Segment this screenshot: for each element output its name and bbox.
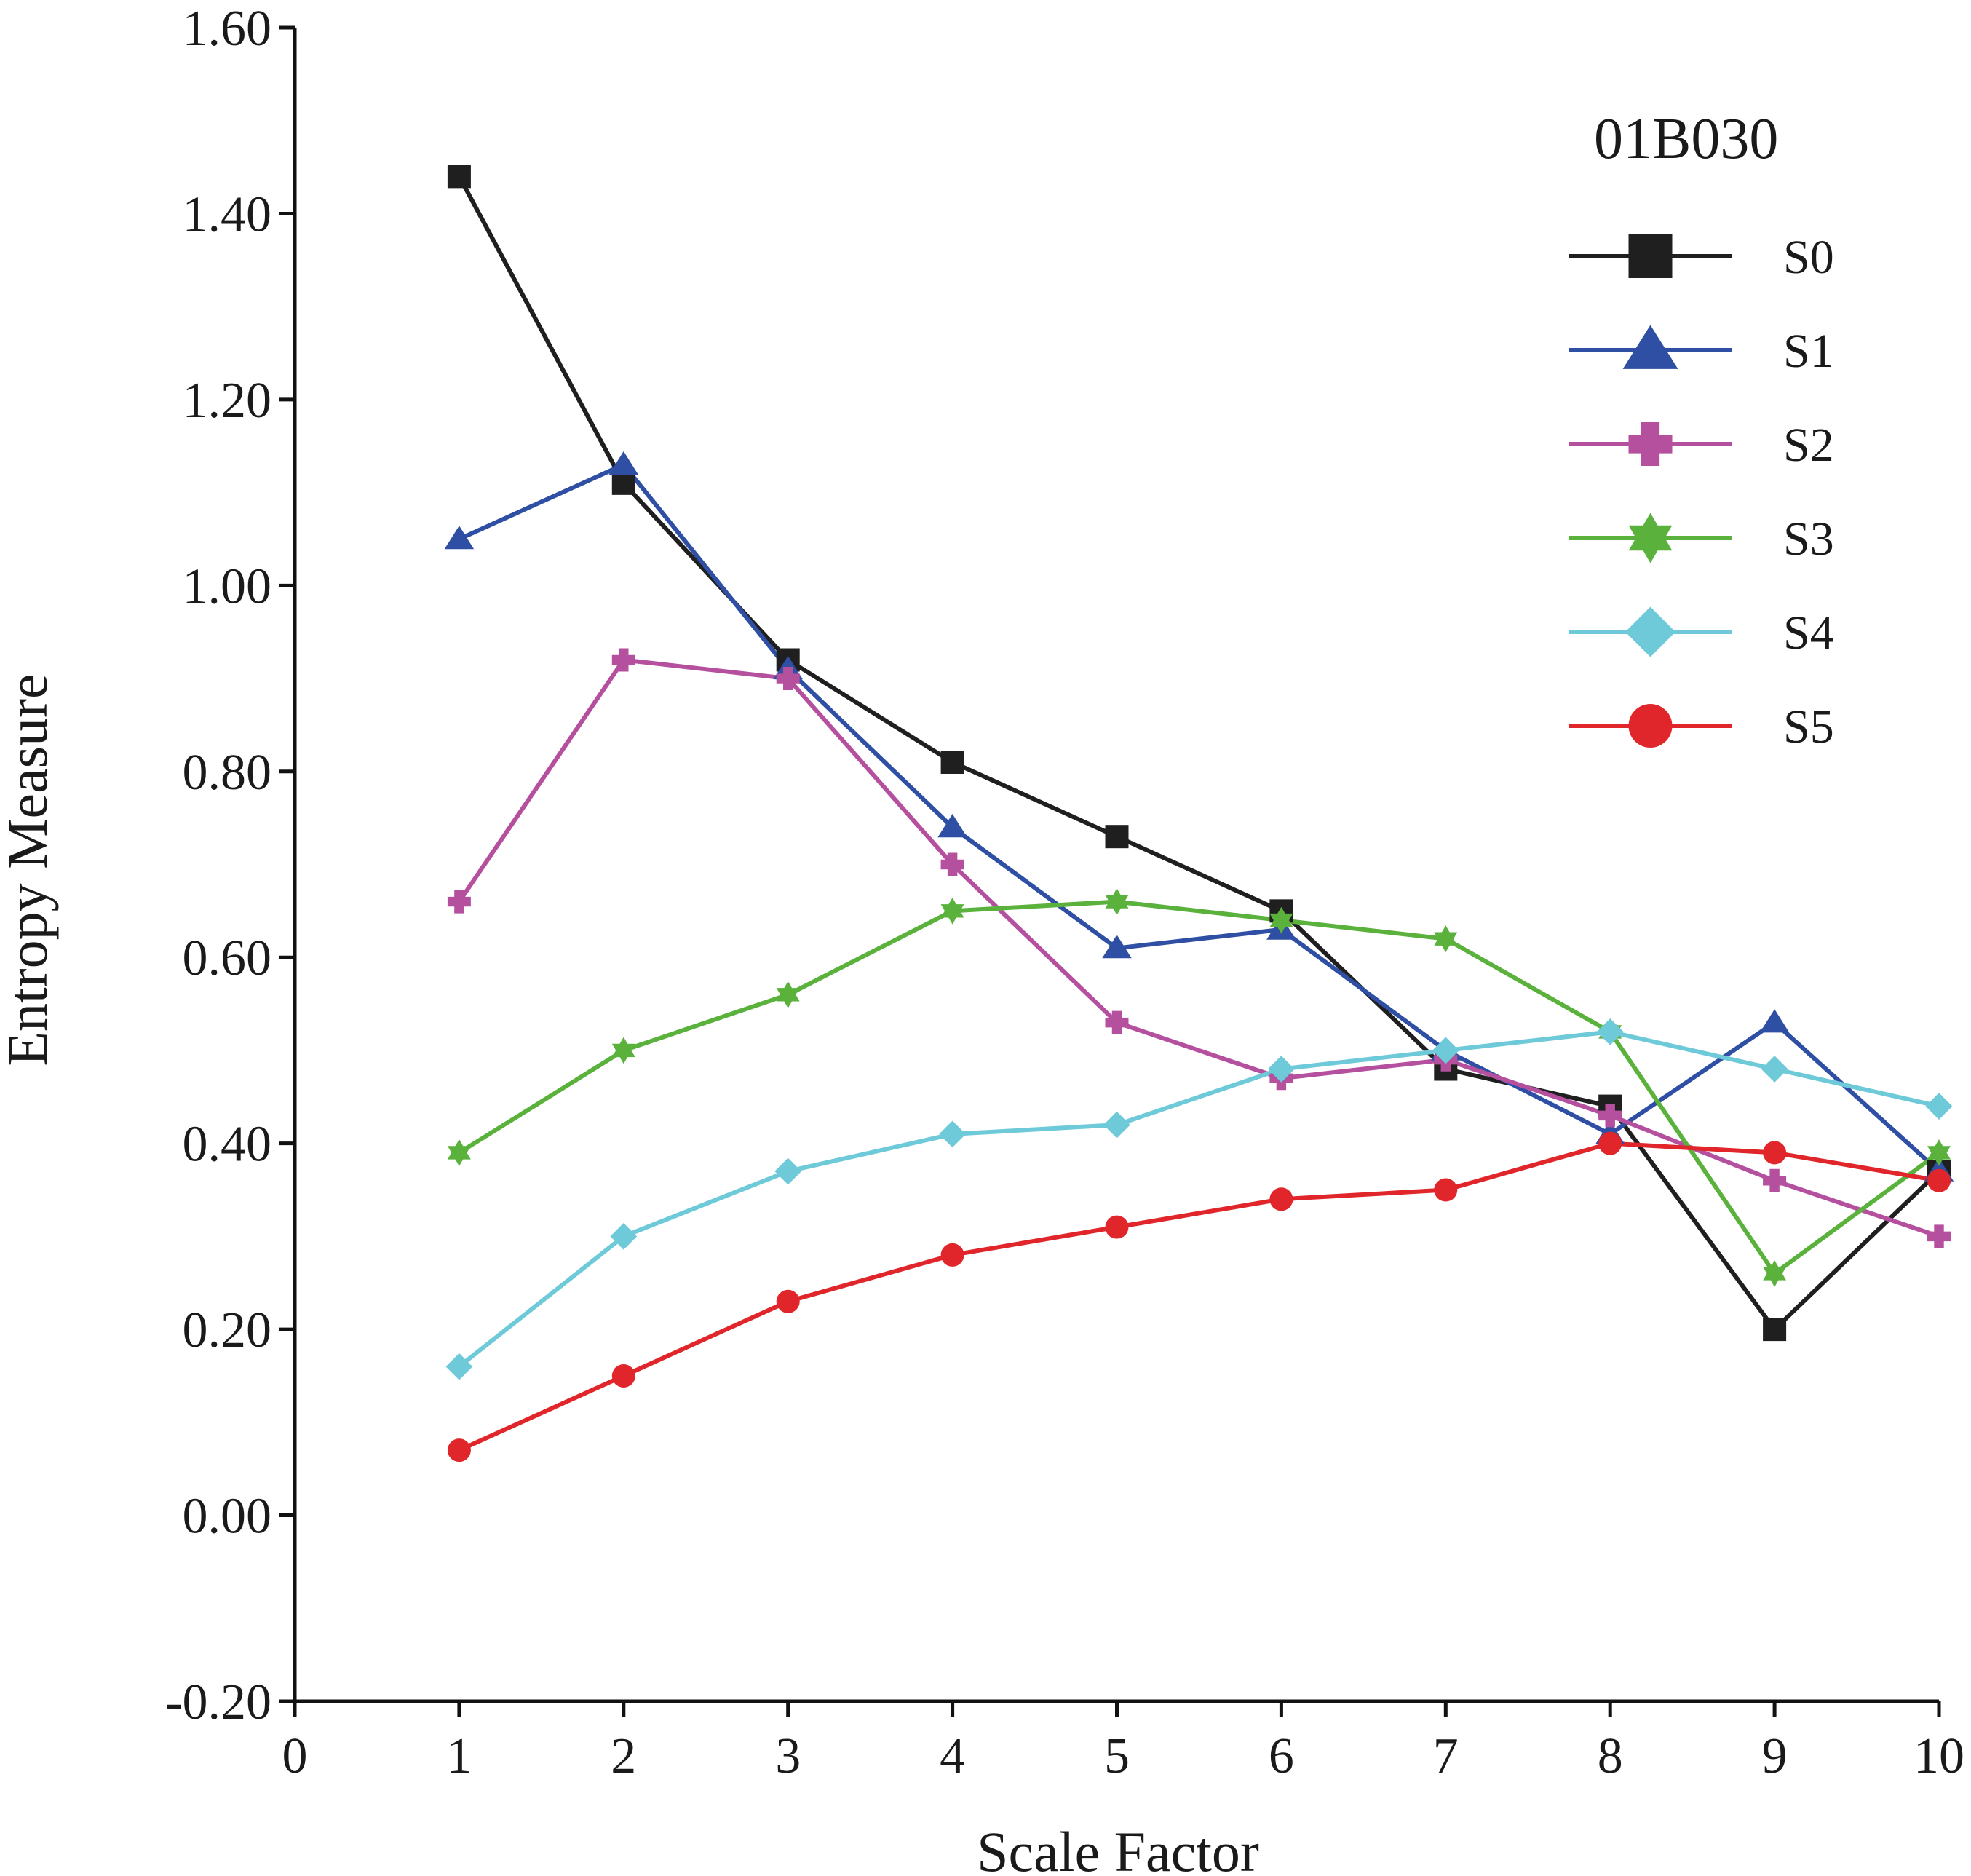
data-point-s0 bbox=[940, 751, 964, 775]
data-point-s3 bbox=[1269, 906, 1293, 934]
data-point-s4 bbox=[774, 1157, 802, 1185]
y-tick-label: 0.20 bbox=[183, 1302, 272, 1358]
data-point-s4 bbox=[1596, 1018, 1624, 1045]
data-point-s1 bbox=[608, 451, 639, 475]
data-point-s3 bbox=[1434, 925, 1458, 953]
legend-label-s4: S4 bbox=[1783, 606, 1834, 660]
data-point-s0 bbox=[1105, 825, 1129, 849]
legend-marker-s4 bbox=[1625, 606, 1675, 657]
data-point-s5 bbox=[447, 1438, 471, 1463]
x-tick-label: 8 bbox=[1598, 1728, 1623, 1784]
data-point-s3 bbox=[776, 981, 800, 1008]
x-tick-label: 7 bbox=[1433, 1728, 1459, 1784]
y-axis-title: Entropy Measure bbox=[0, 673, 59, 1066]
series-lines bbox=[457, 175, 1941, 1452]
data-point-s2 bbox=[1927, 1224, 1951, 1248]
chart-title: 01B030 bbox=[1594, 107, 1778, 171]
data-point-s4 bbox=[939, 1120, 966, 1148]
x-tick-label: 10 bbox=[1914, 1728, 1964, 1784]
data-point-s2 bbox=[1105, 1010, 1129, 1034]
data-point-s0 bbox=[1763, 1318, 1787, 1342]
data-point-s3 bbox=[1105, 888, 1129, 915]
data-point-s0 bbox=[611, 471, 635, 495]
data-point-s5 bbox=[1105, 1215, 1129, 1239]
x-tick-label: 6 bbox=[1269, 1728, 1294, 1784]
legend-label-s1: S1 bbox=[1783, 325, 1834, 378]
legend-marker-s3 bbox=[1628, 512, 1673, 563]
x-tick-label: 4 bbox=[940, 1728, 965, 1784]
series-line-s1 bbox=[458, 462, 1941, 1174]
x-tick-label: 3 bbox=[775, 1728, 801, 1784]
legend-label-s0: S0 bbox=[1783, 231, 1834, 284]
data-point-s5 bbox=[1269, 1187, 1293, 1211]
x-tick-label: 5 bbox=[1104, 1728, 1130, 1784]
data-point-s3 bbox=[1763, 1260, 1787, 1287]
data-point-s4 bbox=[445, 1353, 473, 1380]
y-tick-label: 1.60 bbox=[183, 1, 272, 57]
series-line-s3 bbox=[458, 899, 1940, 1276]
legend-label-s3: S3 bbox=[1783, 512, 1834, 566]
series-markers bbox=[444, 165, 1954, 1463]
data-point-s5 bbox=[1434, 1178, 1458, 1202]
legend-marker-s5 bbox=[1628, 704, 1673, 748]
legend-marker-s1 bbox=[1622, 325, 1678, 369]
y-tick-label: 1.20 bbox=[183, 373, 272, 429]
data-point-s3 bbox=[940, 897, 964, 925]
data-point-s3 bbox=[447, 1139, 471, 1166]
data-point-s4 bbox=[1268, 1056, 1295, 1083]
y-tick-label: 1.00 bbox=[183, 558, 272, 614]
data-point-s2 bbox=[1598, 1104, 1622, 1128]
legend-label-s5: S5 bbox=[1783, 700, 1834, 753]
data-point-s3 bbox=[611, 1037, 635, 1064]
data-point-s1 bbox=[444, 526, 475, 550]
y-tick-label: 0.40 bbox=[183, 1117, 272, 1173]
data-point-s2 bbox=[940, 852, 964, 876]
data-point-s4 bbox=[610, 1222, 638, 1250]
data-point-s1 bbox=[1102, 935, 1132, 959]
series-line-s0 bbox=[457, 175, 1941, 1332]
data-point-s2 bbox=[611, 648, 635, 672]
y-tick-label: 0.80 bbox=[183, 745, 272, 801]
x-tick-label: 1 bbox=[446, 1728, 472, 1784]
x-axis-title: Scale Factor bbox=[977, 1820, 1259, 1876]
data-point-s4 bbox=[1432, 1037, 1459, 1064]
data-point-s5 bbox=[776, 1289, 800, 1313]
data-point-s5 bbox=[1927, 1168, 1951, 1192]
y-tick-label: 0.00 bbox=[183, 1489, 272, 1545]
data-point-s4 bbox=[1103, 1111, 1130, 1139]
y-tick-label: 0.60 bbox=[183, 930, 272, 986]
data-point-s1 bbox=[937, 814, 967, 838]
data-point-s3 bbox=[1927, 1139, 1951, 1166]
data-point-s1 bbox=[1759, 1009, 1790, 1033]
data-point-s4 bbox=[1925, 1093, 1953, 1120]
legend-marker-s2 bbox=[1628, 422, 1673, 466]
data-point-s5 bbox=[1763, 1141, 1787, 1165]
legend: 01B030 S0 S1 S2 S3 S4 S5 bbox=[1569, 107, 1834, 753]
legend-label-s2: S2 bbox=[1783, 419, 1834, 472]
data-point-s5 bbox=[1598, 1131, 1622, 1155]
y-tick-label: -0.20 bbox=[165, 1674, 271, 1730]
x-tick-label: 9 bbox=[1762, 1728, 1788, 1784]
axes: -0.20 0.00 0.20 0.40 0.60 0.80 1.00 1.20 1.40 1.6… bbox=[165, 1, 1964, 1784]
data-point-s2 bbox=[776, 667, 800, 691]
x-tick-label: 2 bbox=[611, 1728, 636, 1784]
x-tick-label: 0 bbox=[282, 1728, 308, 1784]
data-point-s2 bbox=[1763, 1168, 1787, 1192]
data-point-s5 bbox=[611, 1364, 635, 1388]
series-line-s4 bbox=[458, 1029, 1940, 1369]
data-point-s2 bbox=[447, 890, 471, 914]
data-point-s0 bbox=[447, 165, 471, 189]
y-tick-label: 1.40 bbox=[183, 186, 272, 242]
series-line-s5 bbox=[458, 1141, 1940, 1452]
legend-marker-s0 bbox=[1628, 234, 1673, 278]
data-point-s4 bbox=[1761, 1056, 1788, 1083]
data-point-s5 bbox=[940, 1243, 964, 1267]
